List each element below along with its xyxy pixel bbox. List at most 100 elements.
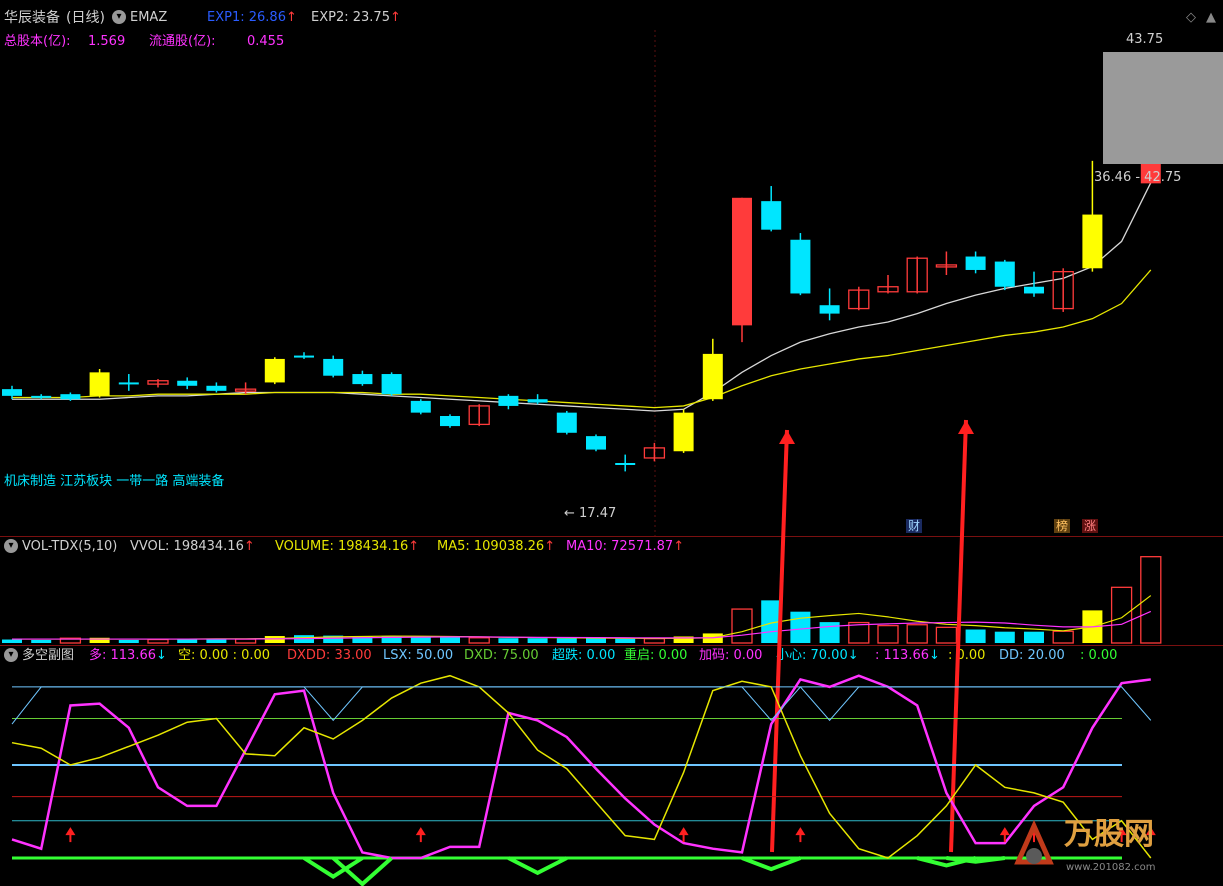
volume-bar <box>206 638 227 643</box>
finance-badge[interactable]: 财 <box>906 519 923 533</box>
candle-body <box>381 374 402 395</box>
candle-body <box>906 257 928 293</box>
annotation-arrow-head <box>779 430 795 444</box>
annotation-arrow <box>770 429 789 853</box>
buy-signal-arrow-head <box>65 827 76 836</box>
volume-bar <box>673 636 694 643</box>
total-shares-value: 1.569 <box>88 34 126 49</box>
volume-bar <box>177 639 198 643</box>
candle-body <box>994 261 1015 287</box>
osc-series-line <box>11 674 1151 860</box>
candle-body <box>702 353 723 400</box>
xiaoxin-label: 小心: 70.00↓ <box>776 648 859 664</box>
volume-bar <box>440 637 460 643</box>
rise-badge[interactable]: 涨 <box>1082 519 1099 533</box>
osc-green-dip <box>741 856 802 872</box>
diamond-icon[interactable]: ◇ <box>1186 10 1196 25</box>
annotation-arrow <box>949 419 968 853</box>
stock-name: 华辰装备 <box>4 10 60 26</box>
exp2-label: EXP2: 23.75↑ <box>311 10 401 26</box>
candle-body <box>31 395 52 398</box>
rank-badge[interactable]: 榜 <box>1054 519 1071 533</box>
buy-signal-arrow-head <box>1145 827 1156 836</box>
exp1-text: EXP1: 26.86 <box>207 10 286 25</box>
arrow-down-icon: ↓ <box>156 648 167 663</box>
candle-body <box>1052 270 1074 310</box>
buy-signal-arrow-head <box>1116 827 1127 836</box>
candle-body <box>410 400 431 413</box>
volume-bar <box>264 636 285 643</box>
volume-bar <box>994 631 1015 643</box>
arrow-up-icon: ↑ <box>389 10 401 25</box>
volume-bar <box>468 637 490 644</box>
buy-signal-arrow-head <box>678 827 689 836</box>
volume-bar <box>848 621 870 644</box>
arrow-down-icon: ↓ <box>929 648 940 663</box>
volume-bar <box>410 636 431 643</box>
volume-bar <box>381 636 402 643</box>
osc-title[interactable]: 多空副图 <box>22 648 75 663</box>
candle-body <box>643 447 666 459</box>
lsx-label: LSX: 50.00 <box>383 648 454 663</box>
jiama-label: 加码: 0.00 <box>699 648 763 663</box>
chevron-down-icon[interactable]: ▾ <box>112 10 126 24</box>
chevron-down-icon[interactable]: ▾ <box>4 648 18 662</box>
volume-bar <box>1140 556 1162 644</box>
arrow-up-icon: ↑ <box>408 539 420 554</box>
osc-green-dip <box>507 856 568 876</box>
volume-bar <box>965 629 986 643</box>
candle-body <box>147 380 169 385</box>
triangle-icon[interactable]: ▲ <box>1206 10 1216 25</box>
volume-bar <box>906 624 928 644</box>
osc-green-dip <box>331 856 393 886</box>
sector-tags: 机床制造 江苏板块 一带一路 高端装备 <box>4 474 225 489</box>
ma5-text: MA5: 109038.26 <box>437 539 545 554</box>
arrow-up-icon: ↑ <box>243 539 255 554</box>
osc-series-line <box>11 674 1152 859</box>
float-shares-label: 流通股(亿): <box>149 34 216 49</box>
chongqi-label: 重启: 0.00 <box>624 648 688 663</box>
candle-body <box>965 256 986 270</box>
volume-bar <box>59 637 82 644</box>
watermark: 万股网 www.201082.com <box>1012 812 1212 882</box>
osc-value-4: : 0.00 <box>1080 648 1118 663</box>
watermark-brand: 万股网 <box>1064 817 1154 852</box>
volume-bar <box>2 639 22 643</box>
indicator-name[interactable]: EMAZ <box>130 10 168 25</box>
osc-series-line <box>11 686 1152 725</box>
candle-body <box>60 394 81 400</box>
watermark-logo-icon <box>1012 812 1056 872</box>
candle-body <box>177 380 198 386</box>
candle-body <box>1024 286 1044 294</box>
candle-body <box>2 389 22 396</box>
candle-body <box>468 405 490 426</box>
watermark-url: www.201082.com <box>1066 862 1156 873</box>
buy-signal-arrow-head <box>999 827 1010 836</box>
buy-signal-arrow-head <box>795 827 806 836</box>
volume-bar <box>498 638 519 643</box>
candle-body <box>586 436 606 450</box>
candle-body <box>790 239 811 294</box>
volume-bar <box>877 624 899 644</box>
vvol-label: VVOL: 198434.16↑ <box>130 539 255 555</box>
volume-bar <box>89 637 110 643</box>
kong-label: 空: 0.00 : 0.00 <box>178 648 271 663</box>
candle-body <box>264 358 285 383</box>
vvol-text: VVOL: 198434.16 <box>130 539 244 554</box>
volume-bar <box>1110 586 1133 644</box>
volume-bar <box>352 636 373 643</box>
volume-bar <box>118 639 139 643</box>
chaodie-label: 超跌: 0.00 <box>552 648 616 663</box>
candle-body <box>352 374 373 385</box>
price-range-label: 36.46 - 42.75 <box>1094 170 1182 185</box>
dd-label: DD: 20.00 <box>999 648 1065 663</box>
total-shares-label: 总股本(亿): <box>4 34 71 49</box>
candle-body <box>234 388 257 392</box>
volume-bar <box>935 626 958 644</box>
volume-title[interactable]: VOL-TDX(5,10) <box>22 539 118 554</box>
chevron-down-icon[interactable]: ▾ <box>4 539 18 553</box>
arrow-up-icon: ↑ <box>285 10 297 25</box>
price-range-box <box>1103 52 1223 164</box>
pane-divider <box>0 536 1223 537</box>
